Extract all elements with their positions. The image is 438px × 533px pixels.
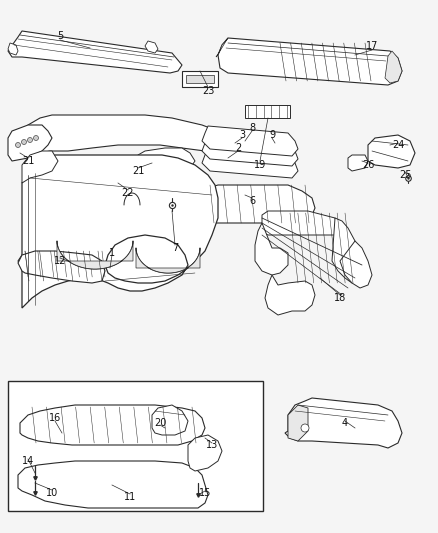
Polygon shape <box>254 223 287 275</box>
Polygon shape <box>182 71 218 87</box>
Polygon shape <box>215 38 227 57</box>
Polygon shape <box>201 136 297 166</box>
Polygon shape <box>136 248 200 273</box>
Polygon shape <box>8 125 52 161</box>
Text: 11: 11 <box>124 492 136 502</box>
Polygon shape <box>152 405 187 435</box>
Circle shape <box>33 135 39 141</box>
Text: 10: 10 <box>46 488 58 498</box>
Text: 3: 3 <box>238 130 244 140</box>
Text: 8: 8 <box>248 123 254 133</box>
Polygon shape <box>201 148 297 178</box>
Polygon shape <box>201 126 297 156</box>
Text: 15: 15 <box>198 488 211 498</box>
Polygon shape <box>57 241 133 269</box>
Polygon shape <box>22 151 58 183</box>
Text: 20: 20 <box>153 418 166 428</box>
Text: 14: 14 <box>22 456 34 466</box>
Text: 16: 16 <box>49 413 61 423</box>
Polygon shape <box>259 211 337 235</box>
Polygon shape <box>28 115 237 158</box>
Text: 12: 12 <box>54 256 66 266</box>
Text: 25: 25 <box>398 170 410 180</box>
Polygon shape <box>284 398 401 448</box>
Circle shape <box>15 142 21 148</box>
Polygon shape <box>8 43 18 55</box>
Text: 5: 5 <box>57 31 63 41</box>
Text: 18: 18 <box>333 293 345 303</box>
Text: 17: 17 <box>365 41 377 51</box>
Circle shape <box>21 140 26 144</box>
Circle shape <box>300 424 308 432</box>
Text: 7: 7 <box>172 243 178 253</box>
Polygon shape <box>331 218 361 283</box>
Polygon shape <box>201 185 314 223</box>
Polygon shape <box>287 405 307 441</box>
Polygon shape <box>347 155 367 171</box>
Text: 2: 2 <box>234 143 240 153</box>
Text: 19: 19 <box>253 160 265 170</box>
Polygon shape <box>18 251 105 283</box>
Polygon shape <box>138 148 194 171</box>
Text: 6: 6 <box>248 196 254 206</box>
Circle shape <box>28 138 32 142</box>
Polygon shape <box>8 381 262 511</box>
Polygon shape <box>384 51 401 83</box>
Polygon shape <box>244 105 290 118</box>
Polygon shape <box>265 275 314 315</box>
Polygon shape <box>20 405 205 445</box>
Polygon shape <box>22 155 218 308</box>
Text: 22: 22 <box>121 188 134 198</box>
Polygon shape <box>339 241 371 288</box>
Polygon shape <box>8 31 182 73</box>
Polygon shape <box>187 435 222 471</box>
Text: 4: 4 <box>341 418 347 428</box>
Polygon shape <box>18 251 108 278</box>
Text: 1: 1 <box>109 248 115 258</box>
Text: 23: 23 <box>201 86 214 96</box>
Text: 9: 9 <box>268 130 275 140</box>
Polygon shape <box>218 38 401 85</box>
Text: 26: 26 <box>361 160 373 170</box>
Text: 13: 13 <box>205 440 218 450</box>
Polygon shape <box>145 41 158 53</box>
Text: 21: 21 <box>131 166 144 176</box>
Polygon shape <box>18 461 208 508</box>
Text: 21: 21 <box>22 156 34 166</box>
Text: 24: 24 <box>391 140 403 150</box>
Polygon shape <box>186 75 213 83</box>
Polygon shape <box>367 135 414 168</box>
